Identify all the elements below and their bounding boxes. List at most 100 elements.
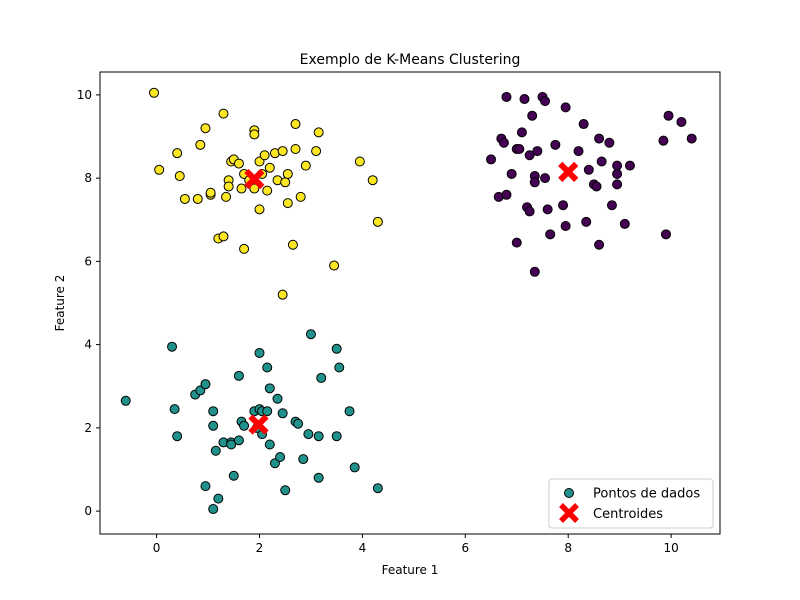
data-point-cluster-2 [545,229,556,240]
data-point-cluster-1 [200,379,211,390]
data-point-cluster-2 [612,168,623,179]
y-tick-label: 0 [84,504,92,518]
data-point-cluster-0 [300,160,311,171]
data-point-cluster-0 [290,119,301,130]
data-point-cluster-0 [223,181,234,192]
data-point-cluster-1 [331,343,342,354]
data-point-cluster-2 [612,179,623,190]
data-point-cluster-2 [524,206,535,217]
data-point-cluster-2 [542,204,553,215]
data-point-cluster-1 [167,341,178,352]
data-point-cluster-1 [305,329,316,340]
data-point-cluster-2 [624,160,635,171]
data-point-cluster-2 [498,137,509,148]
y-tick-label: 4 [84,338,92,352]
data-point-cluster-0 [195,139,206,150]
data-point-cluster-1 [264,383,275,394]
data-point-cluster-1 [120,395,131,406]
data-point-cluster-2 [686,133,697,144]
data-point-cluster-0 [249,183,260,194]
x-tick-label: 8 [564,541,572,555]
x-tick-label: 6 [461,541,469,555]
data-point-cluster-0 [262,185,273,196]
data-point-cluster-1 [275,452,286,462]
y-tick-label: 6 [84,254,92,268]
data-point-cluster-1 [272,393,283,404]
data-point-cluster-2 [604,137,615,148]
data-point-cluster-0 [277,146,288,157]
centroid-marker [244,168,265,190]
x-axis-label: Feature 1 [382,563,439,577]
data-point-cluster-0 [290,144,301,154]
data-point-cluster-0 [172,148,183,159]
data-point-cluster-2 [501,91,512,102]
data-point-cluster-1 [313,472,324,483]
data-point-cluster-1 [210,445,221,456]
data-point-cluster-2 [619,218,630,229]
data-point-cluster-0 [192,193,203,204]
data-point-cluster-0 [295,191,306,202]
data-point-cluster-1 [372,483,383,494]
data-point-cluster-1 [254,347,265,358]
legend-centroid-marker [559,503,579,523]
data-point-cluster-2 [519,94,530,105]
data-point-cluster-0 [282,168,293,179]
data-point-cluster-0 [354,156,365,167]
data-point-cluster-0 [282,198,293,209]
data-point-cluster-2 [506,168,517,179]
data-point-cluster-1 [226,439,237,450]
x-tick-label: 0 [153,541,161,555]
data-point-cluster-0 [239,243,250,254]
data-point-cluster-1 [208,504,219,515]
x-tick-label: 2 [256,541,264,555]
data-point-cluster-1 [334,362,345,373]
data-point-cluster-2 [529,177,540,188]
data-point-cluster-2 [511,237,522,248]
data-point-cluster-0 [218,108,229,119]
data-point-cluster-1 [303,429,314,440]
data-point-cluster-2 [558,200,569,211]
data-point-cluster-0 [367,175,378,186]
data-point-cluster-2 [529,266,540,277]
data-point-cluster-1 [316,372,327,383]
data-point-cluster-1 [239,420,250,431]
data-point-cluster-0 [205,187,216,198]
data-point-cluster-2 [583,164,594,175]
data-point-cluster-2 [594,133,605,144]
data-point-cluster-1 [208,420,219,431]
data-point-cluster-0 [280,177,291,188]
data-point-cluster-2 [612,160,623,171]
x-tick-label: 10 [663,541,678,555]
data-point-cluster-0 [329,260,340,271]
data-point-cluster-0 [264,162,275,173]
x-tick-label: 4 [359,541,367,555]
data-point-cluster-0 [174,171,185,182]
data-point-cluster-1 [200,481,211,492]
data-point-cluster-2 [540,96,551,107]
data-point-cluster-0 [287,239,298,250]
data-point-cluster-2 [663,110,674,121]
legend-box [548,478,714,529]
data-point-cluster-0 [233,158,244,169]
data-point-cluster-2 [560,221,571,231]
legend-centroids-label: Centroides [593,507,663,522]
data-point-cluster-2 [514,144,525,154]
data-point-cluster-0 [313,127,324,138]
data-point-cluster-1 [208,406,219,417]
y-axis: 0 2 4 6 8 10 [77,88,100,518]
data-point-cluster-0 [218,231,229,242]
data-point-cluster-0 [236,183,247,194]
data-point-cluster-1 [293,418,304,429]
data-point-cluster-1 [169,404,180,415]
centroid-marker [248,414,269,435]
data-point-cluster-1 [313,431,324,442]
data-point-cluster-2 [540,173,551,184]
data-point-cluster-2 [658,135,669,146]
y-tick-label: 10 [77,88,92,102]
data-point-cluster-1 [172,431,183,442]
data-point-cluster-0 [311,146,322,157]
data-point-cluster-2 [606,200,617,211]
data-point-cluster-0 [254,204,265,215]
data-point-cluster-0 [277,289,288,300]
